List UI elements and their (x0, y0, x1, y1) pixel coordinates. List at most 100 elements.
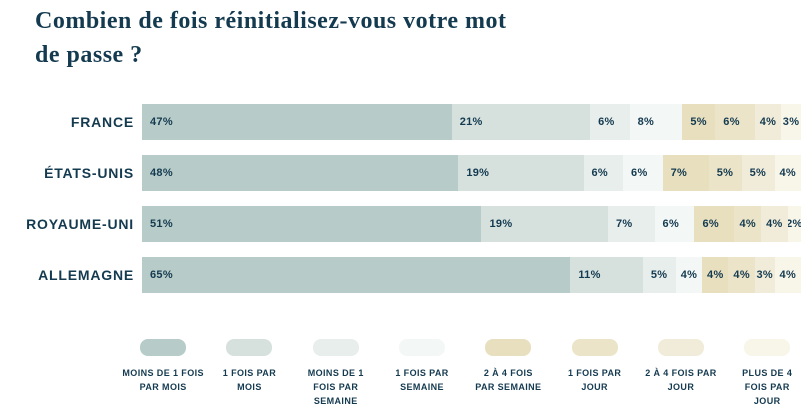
bar-segment: 7% (662, 155, 709, 191)
segment-value: 4% (739, 218, 756, 230)
bar-row: ROYAUME-UNI 51% 19% 7% 6% 6% 4% 4% 2% (0, 206, 801, 242)
bar-segment: 5% (642, 257, 676, 293)
segment-value: 51% (150, 218, 173, 230)
segment-value: 2% (787, 218, 801, 230)
category-label: FRANCE (70, 114, 134, 130)
segment-value: 4% (766, 218, 783, 230)
segment-value: 8% (637, 116, 655, 128)
bar-segment: 51% (142, 206, 482, 242)
bar-segment: 5% (682, 104, 716, 140)
bar-segment: 4% (761, 206, 788, 242)
legend-label: MOINS DE 1 FOIS PAR SEMAINE (307, 368, 364, 406)
bar-segment: 4% (728, 257, 755, 293)
bar-segment: 11% (570, 257, 643, 293)
legend-label: 1 FOIS PAR SEMAINE (395, 368, 449, 392)
bar-segment: 5% (708, 155, 742, 191)
legend-swatch (485, 339, 532, 356)
segment-value: 19% (489, 218, 513, 230)
legend-swatch (226, 339, 273, 356)
segment-value: 6% (631, 167, 648, 179)
bar-segment: 2% (787, 206, 801, 242)
segment-value: 7% (615, 218, 633, 230)
bar-segment: 6% (654, 206, 695, 242)
segment-value: 4% (759, 116, 777, 128)
legend-label: 2 À 4 FOIS PAR JOUR (645, 368, 717, 392)
legend-item: 1 FOIS PAR SEMAINE (379, 339, 465, 408)
category-label: ROYAUME-UNI (26, 216, 134, 232)
category-label: ALLEMAGNE (38, 267, 134, 283)
legend-swatch (657, 339, 704, 356)
segment-value: 5% (749, 167, 767, 179)
segment-value: 4% (680, 269, 698, 281)
bar-segment: 65% (142, 257, 571, 293)
bar-segment: 4% (774, 155, 801, 191)
segment-value: 4% (707, 269, 724, 281)
stacked-bar: 48% 19% 6% 6% 7% 5% 5% 4% (142, 155, 801, 191)
stacked-bar: 47% 21% 6% 8% 5% 6% 4% 3% (142, 104, 801, 140)
legend-label: MOINS DE 1 FOIS PAR MOIS (122, 368, 204, 392)
legend-swatch (140, 339, 187, 356)
legend-item: 1 FOIS PAR JOUR (551, 339, 637, 408)
bar-segment: 6% (590, 104, 630, 140)
legend-item: PLUS DE 4 FOIS PAR JOUR (724, 339, 806, 408)
bar-segment: 8% (629, 104, 683, 140)
bar-segment: 4% (774, 257, 801, 293)
segment-value: 6% (598, 116, 615, 128)
bar-segment: 19% (458, 155, 584, 191)
legend-item: 1 FOIS PAR MOIS (206, 339, 292, 408)
legend-label: 1 FOIS PAR MOIS (222, 368, 277, 392)
bar-segment: 48% (142, 155, 459, 191)
bar-segment: 6% (715, 104, 755, 140)
segment-value: 5% (716, 167, 734, 179)
segment-value: 6% (723, 116, 740, 128)
segment-value: 3% (756, 269, 773, 281)
segment-value: 11% (578, 269, 601, 281)
segment-value: 4% (779, 167, 796, 179)
bar-segment: 5% (741, 155, 775, 191)
segment-value: 6% (662, 218, 680, 230)
bar-row: FRANCE 47% 21% 6% 8% 5% 6% 4% 3% (0, 104, 801, 140)
segment-value: 6% (702, 218, 719, 230)
segment-value: 5% (650, 269, 668, 281)
bar-rows: FRANCE 47% 21% 6% 8% 5% 6% 4% 3% ÉTATS-UNIS 48% 19%… (0, 104, 801, 308)
segment-value: 47% (150, 116, 173, 128)
bar-segment: 3% (781, 104, 801, 140)
segment-value: 65% (150, 269, 173, 281)
stacked-bar: 51% 19% 7% 6% 6% 4% 4% 2% (142, 206, 801, 242)
segment-value: 3% (782, 116, 800, 128)
bar-segment: 19% (481, 206, 608, 242)
segment-value: 5% (690, 116, 707, 128)
legend-swatch (744, 339, 791, 356)
bar-segment: 21% (451, 104, 591, 140)
legend-label: PLUS DE 4 FOIS PAR JOUR (742, 368, 793, 406)
segment-value: 6% (591, 167, 609, 179)
bar-segment: 4% (702, 257, 729, 293)
segment-value: 48% (150, 167, 173, 179)
bar-segment: 4% (754, 104, 782, 140)
legend-item: 2 À 4 FOIS PAR JOUR (638, 339, 724, 408)
bar-segment: 3% (754, 257, 775, 293)
bar-segment: 6% (583, 155, 624, 191)
legend-label: 1 FOIS PAR JOUR (567, 368, 622, 392)
bar-segment: 7% (607, 206, 655, 242)
stacked-bar: 65% 11% 5% 4% 4% 4% 3% 4% (142, 257, 801, 293)
segment-value: 4% (779, 269, 797, 281)
legend-item: 2 À 4 FOIS PAR SEMAINE (465, 339, 551, 408)
bar-segment: 47% (142, 104, 452, 140)
segment-value: 19% (466, 167, 490, 179)
legend-swatch (571, 339, 618, 356)
segment-value: 21% (459, 116, 483, 128)
legend-item: MOINS DE 1 FOIS PAR MOIS (120, 339, 206, 408)
segment-value: 7% (670, 167, 688, 179)
legend-item: MOINS DE 1 FOIS PAR SEMAINE (293, 339, 379, 408)
bar-segment: 4% (675, 257, 703, 293)
segment-value: 4% (733, 269, 750, 281)
bar-segment: 6% (623, 155, 663, 191)
bar-segment: 4% (734, 206, 762, 242)
legend-swatch (399, 339, 446, 356)
chart-title: Combien de fois réinitialisez-vous votre… (35, 8, 507, 68)
legend: MOINS DE 1 FOIS PAR MOIS 1 FOIS PAR MOIS M… (120, 339, 806, 408)
bar-row: ALLEMAGNE 65% 11% 5% 4% 4% 4% 3% 4% (0, 257, 801, 293)
legend-swatch (312, 339, 359, 356)
